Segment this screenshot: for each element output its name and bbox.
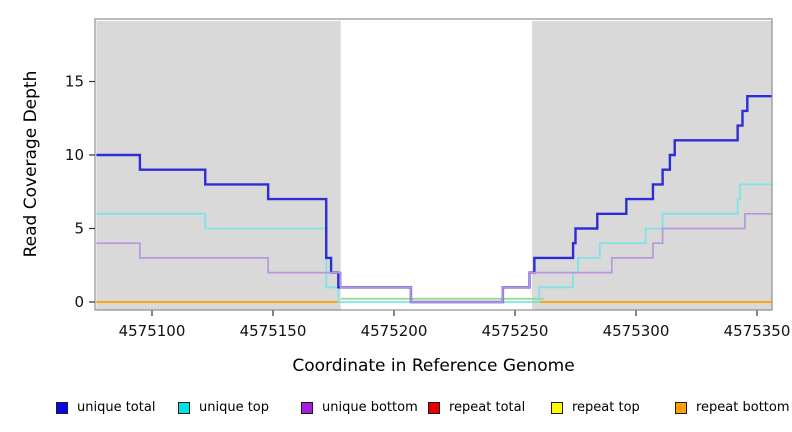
legend-swatch-icon — [178, 401, 190, 414]
legend-label: unique bottom — [322, 400, 418, 415]
y-tick-label: 10 — [65, 146, 84, 164]
series-line-unique-bottom — [96, 212, 772, 303]
x-tick-label: 4575300 — [603, 322, 670, 340]
legend-item-repeat-top: repeat top — [551, 400, 640, 415]
legend-swatch-icon — [428, 401, 440, 414]
legend-item-unique-top: unique top — [178, 400, 269, 415]
masked-region — [531, 21, 772, 310]
x-tick-label: 4575150 — [240, 322, 307, 340]
x-tick-label: 4575350 — [724, 322, 791, 340]
series-line-unique-top — [96, 183, 772, 303]
legend-label: unique top — [199, 400, 270, 415]
legend-item-repeat-total: repeat total — [428, 400, 525, 415]
legend-label: repeat bottom — [696, 400, 790, 415]
plot-panel-border — [94, 18, 773, 311]
legend-swatch-icon — [56, 401, 68, 414]
legend-swatch-icon — [675, 401, 687, 414]
legend-item-repeat-bottom: repeat bottom — [675, 400, 790, 415]
legend-item-unique-bottom: unique bottom — [301, 400, 418, 415]
x-tick-label: 4575250 — [482, 322, 549, 340]
x-tick-label: 4575100 — [119, 322, 186, 340]
y-tick-label: 0 — [74, 293, 84, 311]
series-line-unique-total — [96, 95, 772, 304]
legend-swatch-icon — [551, 401, 563, 414]
legend-label: repeat top — [572, 400, 640, 415]
legend-item-unique-total: unique total — [56, 400, 155, 415]
y-tick-label: 15 — [65, 73, 84, 91]
legend-swatch-icon — [301, 401, 313, 414]
legend-label: repeat total — [449, 400, 526, 415]
x-tick-label: 4575200 — [361, 322, 428, 340]
y-tick-label: 5 — [74, 220, 84, 238]
y-axis-title: Read Coverage Depth — [21, 70, 41, 258]
masked-region — [96, 21, 341, 310]
legend-label: unique total — [77, 400, 156, 415]
x-axis-title: Coordinate in Reference Genome — [292, 356, 575, 376]
